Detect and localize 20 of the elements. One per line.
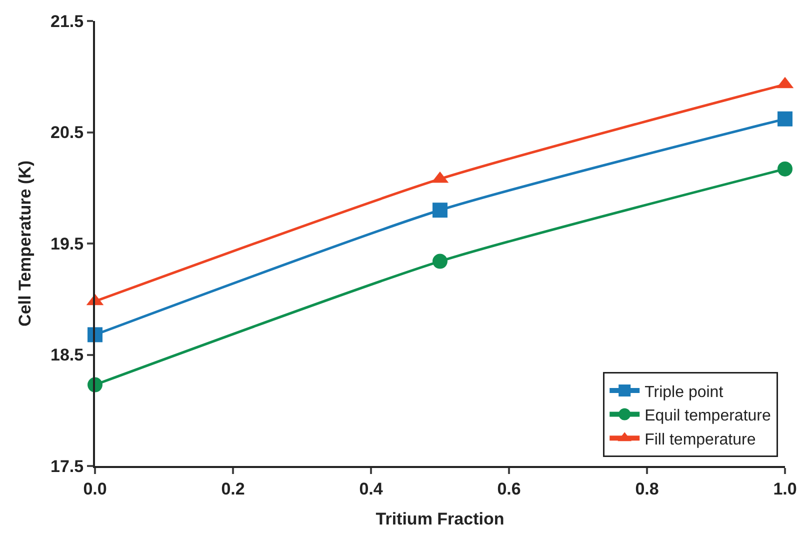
x-tick-label: 0.6 bbox=[497, 479, 521, 498]
x-tick-label: 0.4 bbox=[359, 479, 384, 498]
x-tick-label: 0.2 bbox=[221, 479, 245, 498]
x-tick-label: 0.8 bbox=[635, 479, 659, 498]
x-axis-title: Tritium Fraction bbox=[376, 509, 504, 528]
legend-label: Equil temperature bbox=[644, 408, 771, 425]
point bbox=[778, 111, 792, 126]
legend-label: Triple point bbox=[644, 384, 724, 401]
y-tick-label: 18.5 bbox=[50, 346, 84, 365]
x-tick-label: 0.0 bbox=[83, 479, 107, 498]
y-tick-label: 19.5 bbox=[50, 234, 84, 254]
legend-label: Fill temperature bbox=[644, 431, 756, 448]
y-axis-title: Cell Temperature (K) bbox=[16, 160, 35, 326]
point bbox=[432, 254, 448, 269]
y-tick-label: 17.5 bbox=[50, 456, 84, 476]
y-tick-label: 21.5 bbox=[50, 12, 84, 31]
y-tick-label: 20.5 bbox=[50, 123, 84, 142]
point bbox=[432, 202, 448, 218]
x-tick-label: 1.0 bbox=[773, 479, 797, 498]
point bbox=[778, 161, 792, 176]
